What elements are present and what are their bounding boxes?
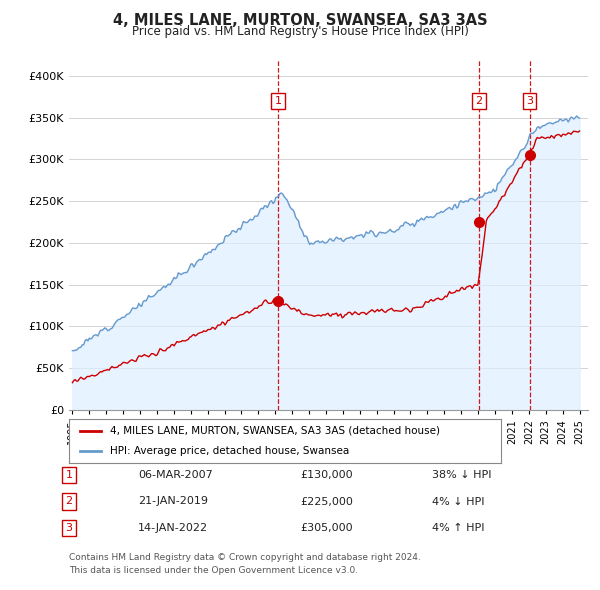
Text: This data is licensed under the Open Government Licence v3.0.: This data is licensed under the Open Gov… <box>69 566 358 575</box>
Text: 21-JAN-2019: 21-JAN-2019 <box>138 497 208 506</box>
Text: 3: 3 <box>65 523 73 533</box>
Text: 4, MILES LANE, MURTON, SWANSEA, SA3 3AS: 4, MILES LANE, MURTON, SWANSEA, SA3 3AS <box>113 13 487 28</box>
Text: 38% ↓ HPI: 38% ↓ HPI <box>432 470 491 480</box>
Text: 4, MILES LANE, MURTON, SWANSEA, SA3 3AS (detached house): 4, MILES LANE, MURTON, SWANSEA, SA3 3AS … <box>110 426 440 436</box>
Text: 14-JAN-2022: 14-JAN-2022 <box>138 523 208 533</box>
Text: 3: 3 <box>526 96 533 106</box>
Text: £305,000: £305,000 <box>300 523 353 533</box>
Text: 06-MAR-2007: 06-MAR-2007 <box>138 470 213 480</box>
Text: 4% ↓ HPI: 4% ↓ HPI <box>432 497 485 506</box>
Text: 4% ↑ HPI: 4% ↑ HPI <box>432 523 485 533</box>
Text: £225,000: £225,000 <box>300 497 353 506</box>
Text: 1: 1 <box>65 470 73 480</box>
Text: HPI: Average price, detached house, Swansea: HPI: Average price, detached house, Swan… <box>110 446 349 456</box>
Text: 2: 2 <box>475 96 482 106</box>
Text: 1: 1 <box>275 96 281 106</box>
Text: 2: 2 <box>65 497 73 506</box>
Text: Contains HM Land Registry data © Crown copyright and database right 2024.: Contains HM Land Registry data © Crown c… <box>69 553 421 562</box>
Text: £130,000: £130,000 <box>300 470 353 480</box>
Text: Price paid vs. HM Land Registry's House Price Index (HPI): Price paid vs. HM Land Registry's House … <box>131 25 469 38</box>
